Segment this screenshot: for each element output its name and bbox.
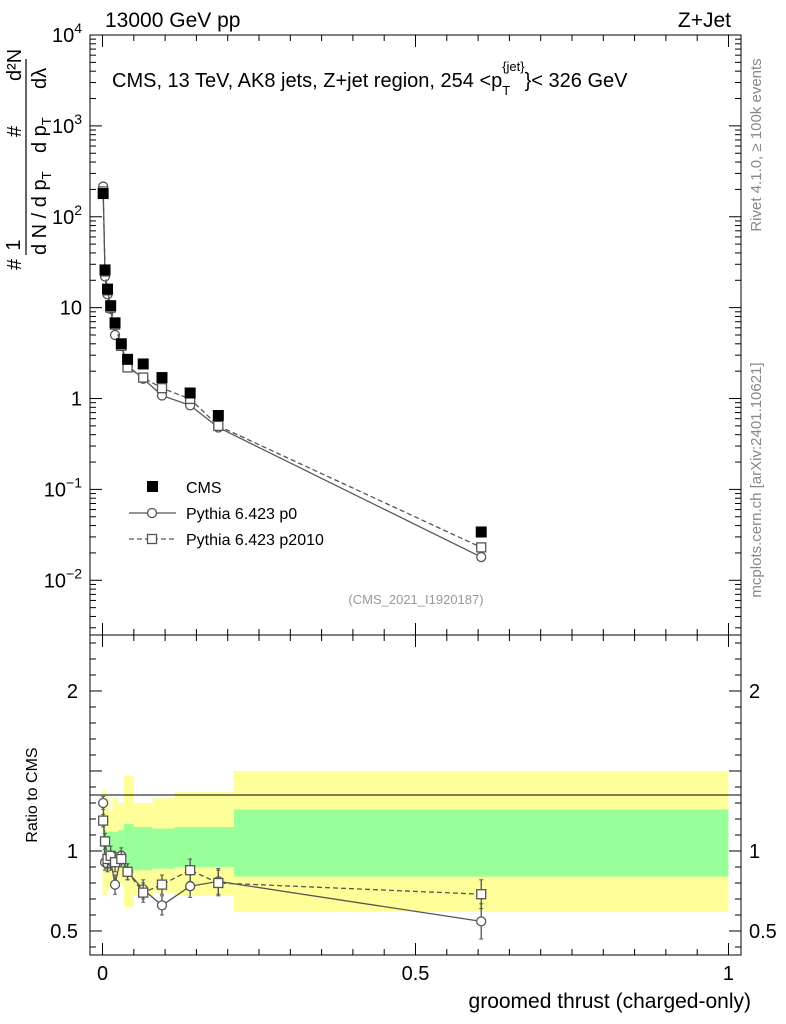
series-point [109, 329, 121, 341]
cms-data-point [105, 300, 117, 312]
cms-data-point [109, 317, 121, 329]
ratio-tick-label-right: 0.5 [749, 921, 777, 943]
ratio-point [156, 900, 168, 911]
legend-marker-cms [147, 481, 158, 492]
x-tick-label: 0 [97, 963, 108, 985]
series-point [156, 383, 168, 394]
analysis-id: (CMS_2021_I1920187) [348, 592, 483, 607]
cms-data-point [137, 358, 149, 370]
ratio-point [476, 889, 487, 900]
main-axis-ticks: 10−2 10−1 1 10 102 103 104 [44, 20, 741, 635]
ratio-tick-label: 2 [67, 681, 78, 703]
cms-data-point [99, 264, 111, 276]
plot-title-tail: }< 326 GeV [525, 70, 629, 92]
ylabel-dlambda: dλ [29, 68, 51, 89]
y-tick-label: 10 [60, 298, 82, 320]
x-axis-label: groomed thrust (charged-only) [469, 990, 751, 1013]
ratio-band-green [152, 828, 175, 869]
series-point [138, 372, 149, 383]
ratio-band-green [133, 827, 153, 871]
cms-data-point [102, 283, 114, 295]
y-tick-label: 104 [52, 20, 82, 47]
ratio-point [213, 877, 224, 889]
side-label-rivet: Rivet 4.1.0, ≥ 100k events [748, 58, 765, 231]
legend-marker-p0 [146, 507, 158, 519]
header-left: 13000 GeV pp [105, 9, 240, 32]
ylabel-one: 1 [3, 239, 25, 250]
ratio-tick-label: 0.5 [50, 921, 78, 943]
cms-data-point [475, 526, 487, 538]
ratio-tick-label: 1 [67, 841, 78, 863]
legend-label-cms: CMS [186, 480, 222, 497]
y-tick-label: 102 [52, 202, 82, 229]
ylabel-hash-2: # [4, 125, 26, 137]
ratio-point [156, 879, 168, 890]
legend-label-p2010: Pythia 6.423 p2010 [186, 532, 324, 549]
plot-title: CMS, 13 TeV, AK8 jets, Z+jet region, 254… [112, 59, 628, 98]
y-tick-label: 10−1 [44, 474, 82, 501]
ratio-bands [102, 771, 729, 912]
ylabel-hash-1: # [4, 258, 26, 270]
y-axis-label: # 1 d N / d pT # d²N d pT dλ [3, 49, 54, 270]
cms-data-point [184, 387, 196, 399]
plot-title-sup: {jet} [502, 59, 525, 74]
cms-data-point [156, 372, 168, 384]
side-label-mcplots: mcplots.cern.ch [arXiv:2401.10621] [748, 362, 765, 597]
ratio-point [185, 881, 196, 892]
series-point [476, 542, 487, 553]
ratio-band-green [205, 827, 234, 867]
cms-data-point [122, 353, 134, 365]
ratio-point [185, 865, 196, 876]
legend-marker-p2010 [146, 533, 158, 545]
x-tick-label: 0.5 [402, 963, 430, 985]
ratio-point [476, 916, 487, 927]
ratio-point [97, 797, 109, 809]
plot-title-sub: T [502, 83, 510, 98]
x-tick-label: 1 [723, 963, 734, 985]
ratio-tick-label-right: 2 [749, 681, 760, 703]
ylabel-dn: d N / d pT [29, 171, 54, 255]
main-plot-area [97, 181, 487, 563]
ratio-point [99, 836, 111, 847]
cms-data-point [115, 338, 127, 350]
ratio-tick-label-right: 1 [749, 841, 760, 863]
ratio-point [109, 879, 121, 890]
cms-data-point [212, 410, 224, 422]
header-right: Z+Jet [678, 9, 731, 32]
cms-data-point [97, 188, 109, 200]
y-tick-label: 103 [52, 111, 82, 138]
ratio-point [138, 887, 149, 898]
ratio-y-label: Ratio to CMS [24, 747, 41, 842]
series-point [213, 420, 224, 432]
ratio-point [97, 815, 109, 826]
series-point [476, 551, 487, 563]
ylabel-dpt: d pT [29, 117, 54, 153]
ylabel-d2n: d²N [4, 49, 26, 81]
plot-title-main: CMS, 13 TeV, AK8 jets, Z+jet region, 254… [112, 70, 502, 92]
ratio-axis-ticks: 0 0.5 1 0.5 0.5 1 1 2 2 [50, 635, 777, 985]
ratio-band-green [123, 823, 134, 874]
ratio-point [122, 866, 133, 877]
ratio-band-green [106, 831, 110, 867]
y-tick-label: 1 [71, 389, 82, 411]
ratio-plot-area [97, 796, 487, 940]
ratio-point [116, 853, 127, 865]
legend: CMS Pythia 6.423 p0 Pythia 6.423 p2010 [129, 480, 324, 549]
legend-label-p0: Pythia 6.423 p0 [186, 506, 297, 523]
ratio-band-green [233, 809, 729, 877]
ratio-band-green [112, 831, 119, 866]
y-tick-label: 10−2 [44, 565, 82, 592]
